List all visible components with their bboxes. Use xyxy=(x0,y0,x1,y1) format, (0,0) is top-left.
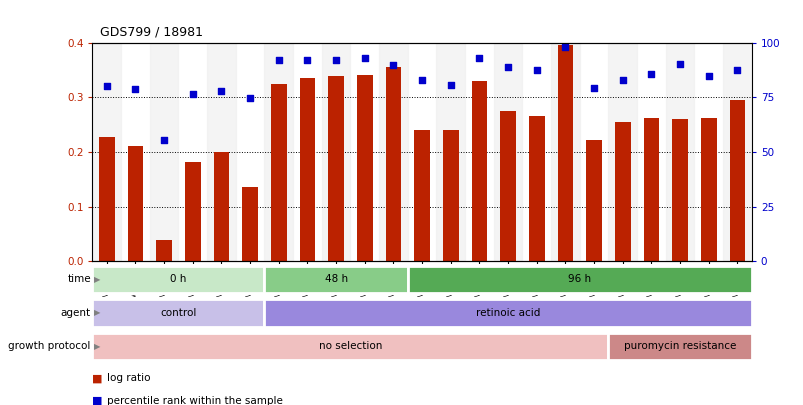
Bar xyxy=(149,43,178,261)
Bar xyxy=(642,118,658,261)
Bar xyxy=(556,45,573,261)
Bar xyxy=(414,130,430,261)
Bar xyxy=(92,299,264,326)
Bar xyxy=(92,43,121,261)
Text: 0 h: 0 h xyxy=(170,274,186,284)
Bar xyxy=(328,77,344,261)
Text: retinoic acid: retinoic acid xyxy=(475,308,540,318)
Point xyxy=(186,91,199,98)
Bar xyxy=(207,43,235,261)
Point xyxy=(329,57,342,63)
Point xyxy=(501,63,514,70)
Point xyxy=(472,55,485,61)
Bar xyxy=(436,43,464,261)
Point xyxy=(558,44,571,50)
Text: ▶: ▶ xyxy=(94,308,100,318)
Point xyxy=(673,61,686,68)
Text: growth protocol: growth protocol xyxy=(9,341,91,352)
Text: 48 h: 48 h xyxy=(324,274,347,284)
Text: agent: agent xyxy=(61,308,91,318)
Bar xyxy=(528,116,544,261)
Point xyxy=(272,57,285,63)
Text: ▶: ▶ xyxy=(94,275,100,284)
Text: control: control xyxy=(160,308,197,318)
Text: 96 h: 96 h xyxy=(568,274,590,284)
Bar xyxy=(550,43,579,261)
Bar xyxy=(300,78,315,261)
Point xyxy=(100,83,113,90)
Bar xyxy=(99,136,115,261)
Bar xyxy=(379,43,407,261)
Bar xyxy=(407,266,751,293)
Bar xyxy=(608,43,636,261)
Bar xyxy=(185,162,201,261)
Point xyxy=(128,86,141,92)
Bar xyxy=(271,83,287,261)
Bar xyxy=(700,118,715,261)
Bar xyxy=(214,152,229,261)
Text: time: time xyxy=(67,274,91,284)
Text: percentile rank within the sample: percentile rank within the sample xyxy=(107,396,283,405)
Point xyxy=(730,67,743,73)
Point xyxy=(157,136,170,143)
Bar xyxy=(264,43,293,261)
Bar xyxy=(671,119,687,261)
Point xyxy=(702,73,715,80)
Point xyxy=(214,87,227,94)
Bar xyxy=(614,122,630,261)
Point xyxy=(386,62,399,69)
Bar xyxy=(665,43,694,261)
Point xyxy=(530,67,543,73)
Bar xyxy=(242,188,258,261)
Text: GDS799 / 18981: GDS799 / 18981 xyxy=(100,26,203,38)
Point xyxy=(644,71,657,77)
Text: no selection: no selection xyxy=(318,341,381,352)
Point xyxy=(587,85,600,92)
Bar xyxy=(722,43,751,261)
Bar xyxy=(608,333,751,360)
Bar xyxy=(471,81,487,261)
Text: puromycin resistance: puromycin resistance xyxy=(623,341,736,352)
Bar xyxy=(728,100,744,261)
Text: log ratio: log ratio xyxy=(107,373,150,383)
Point xyxy=(358,55,371,61)
Bar xyxy=(264,266,407,293)
Bar xyxy=(385,67,401,261)
Bar xyxy=(264,299,751,326)
Text: ▶: ▶ xyxy=(94,342,100,351)
Bar xyxy=(357,75,372,261)
Point xyxy=(616,77,629,83)
Bar xyxy=(156,241,172,261)
Point xyxy=(243,95,256,102)
Bar xyxy=(493,43,522,261)
Point xyxy=(300,57,313,63)
Bar xyxy=(442,130,458,261)
Bar xyxy=(321,43,350,261)
Bar xyxy=(499,111,516,261)
Text: ■: ■ xyxy=(92,396,103,405)
Bar xyxy=(92,333,608,360)
Point xyxy=(415,77,428,83)
Bar xyxy=(585,140,601,261)
Text: ■: ■ xyxy=(92,373,103,383)
Point xyxy=(444,82,457,88)
Bar xyxy=(92,266,264,293)
Bar xyxy=(128,147,143,261)
